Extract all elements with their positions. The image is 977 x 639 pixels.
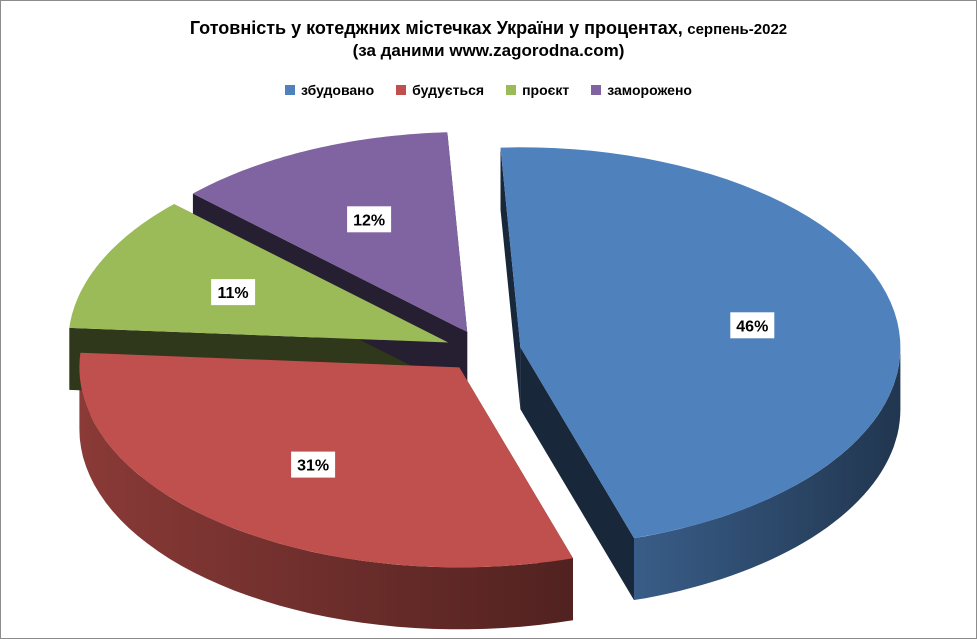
legend-swatch-built <box>285 85 295 95</box>
legend-label-frozen: заморожено <box>607 82 692 98</box>
legend-label-project: проєкт <box>522 82 570 98</box>
slice-project <box>69 204 449 343</box>
legend-item-frozen: заморожено <box>591 82 692 98</box>
legend-item-building: будується <box>396 82 484 98</box>
chart-title-date: серпень-2022 <box>687 21 788 38</box>
data-label-box-built <box>730 312 775 339</box>
legend-label-built: збудовано <box>301 82 375 98</box>
legend-swatch-frozen <box>591 85 602 95</box>
data-label-text-frozen: 12% <box>353 212 385 229</box>
data-label-box-frozen <box>347 206 392 233</box>
data-label-text-project: 11% <box>218 285 249 302</box>
slice-built-edge-wall-0 <box>500 147 521 410</box>
legend-label-building: будується <box>412 82 485 98</box>
chart-title-main: Готовність у котеджних містечках України… <box>189 18 683 38</box>
chart-title: Готовність у котеджних містечках України… <box>1 15 976 43</box>
data-label-frozen: 12% <box>347 206 392 233</box>
legend-item-built: збудовано <box>285 82 374 98</box>
chart-legend: збудовано будується проєкт заморожено <box>1 82 976 98</box>
legend-item-project: проєкт <box>506 82 569 98</box>
data-label-text-building: 31% <box>297 458 329 475</box>
chart-subtitle: (за даними www.zagorodna.com) <box>352 41 625 60</box>
legend-swatch-project <box>506 85 517 95</box>
slice-built-edge-wall-1 <box>520 347 634 601</box>
slice-built-outer-wall-0 <box>634 347 901 601</box>
data-label-text-built: 46% <box>736 318 768 335</box>
data-label-project: 11% <box>211 279 256 306</box>
pie-data-labels: 46% 31% 11% 12% <box>211 206 775 478</box>
data-label-built: 46% <box>730 312 775 339</box>
slice-frozen <box>192 132 468 332</box>
slice-built <box>500 147 901 539</box>
data-label-building: 31% <box>291 451 336 478</box>
data-label-box-project <box>211 279 256 306</box>
data-label-box-building <box>291 451 336 478</box>
slice-building-outer-wall-0 <box>79 367 574 630</box>
legend-swatch-building <box>396 85 407 95</box>
